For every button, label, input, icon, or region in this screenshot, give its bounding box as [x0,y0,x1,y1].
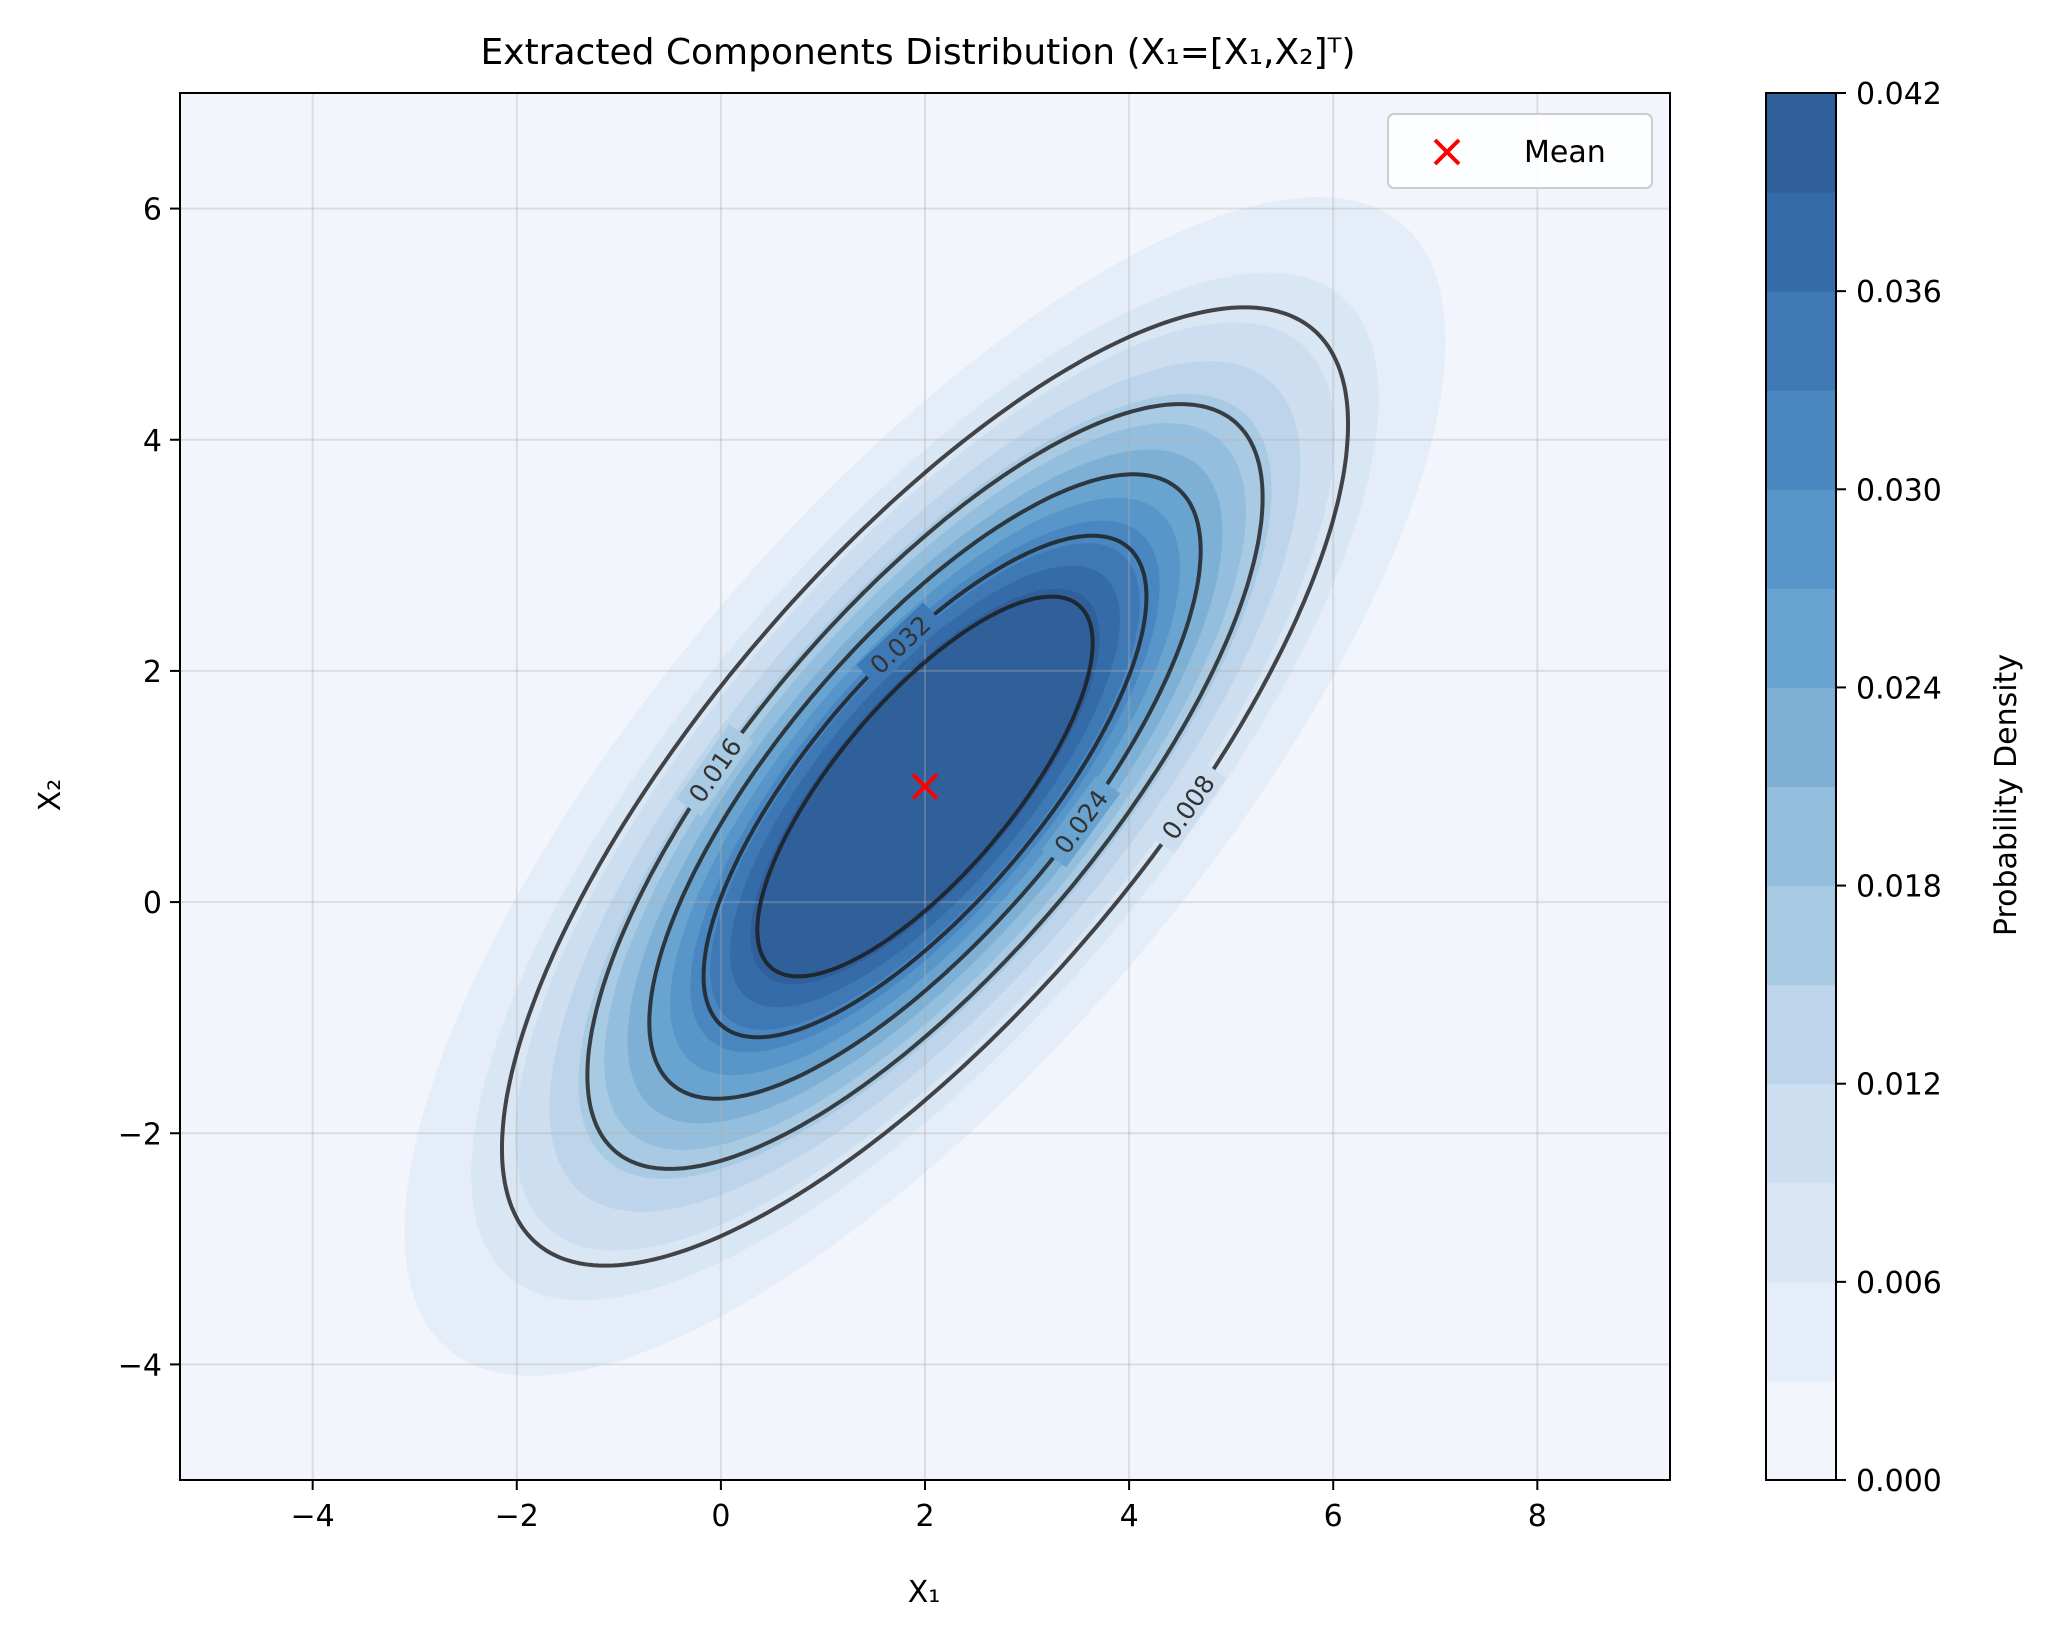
colorbar-band [1766,1380,1836,1481]
colorbar-tick-label: 0.036 [1856,275,1942,310]
colorbar-band [1766,885,1836,986]
colorbar-band [1766,93,1836,193]
legend-mean-marker [1433,138,1461,166]
contour-line [647,472,1203,1101]
colorbar-band [1766,786,1836,887]
legend: Mean [1387,113,1653,189]
colorbar: 0.000 0.006 0.012 0.018 0.024 0.030 0.036 0.042 [1765,77,1942,1499]
colorbar-tick-label: 0.012 [1856,1068,1942,1103]
x-axis-label: X₁ [908,1575,941,1610]
colorbar-tick-label: 0.024 [1856,671,1942,706]
contour-line [585,402,1265,1171]
y-axis-ticks: −4 −2 0 2 4 6 [118,193,180,1383]
colorbar-band [1766,192,1836,292]
colorbar-label: Probability Density [1989,654,2024,936]
colorbar-tick-label: 0.006 [1856,1266,1942,1301]
colorbar-band [1766,984,1836,1085]
y-tick-label: 6 [143,193,162,228]
contour-line [701,533,1149,1040]
colorbar-band [1766,1281,1836,1382]
y-axis-label: X₂ [33,779,68,812]
x-tick-label: 6 [1324,1499,1343,1534]
colorbar-tick-label: 0.030 [1856,473,1942,508]
x-tick-label: 4 [1120,1499,1139,1534]
grid-lines [180,93,1670,1480]
colorbar-tick-label: 0.042 [1856,77,1942,112]
mean-marker [911,773,939,800]
colorbar-frame [1765,92,1837,1481]
y-tick-label: −4 [118,1348,162,1383]
y-tick-label: −2 [118,1117,162,1152]
colorbar-tick-label: 0.000 [1856,1464,1942,1499]
x-tick-label: −2 [495,1499,539,1534]
x-tick-label: 8 [1528,1499,1547,1534]
x-tick-label: 2 [915,1499,934,1534]
y-tick-label: 0 [143,886,162,921]
y-tick-label: 2 [143,655,162,690]
chart-title: Extracted Components Distribution (X₁=[X… [481,32,1356,73]
colorbar-band [1766,588,1836,688]
colorbar-band [1766,291,1836,391]
colorbar-band [1766,489,1836,589]
colorbar-band [1766,390,1836,490]
legend-box [1387,113,1653,189]
colorbar-tick-label: 0.018 [1856,870,1942,905]
colorbar-band [1766,1083,1836,1184]
x-tick-label: 0 [711,1499,730,1534]
colorbar-band [1766,687,1836,787]
colorbar-band [1766,1182,1836,1283]
x-axis-ticks: −4 −2 0 2 4 6 8 [291,1480,1547,1534]
y-tick-label: 4 [143,424,162,459]
x-tick-label: −4 [291,1499,335,1534]
contour-line [755,594,1095,979]
contour-line [500,305,1350,1268]
legend-label-mean: Mean [1524,135,1606,170]
